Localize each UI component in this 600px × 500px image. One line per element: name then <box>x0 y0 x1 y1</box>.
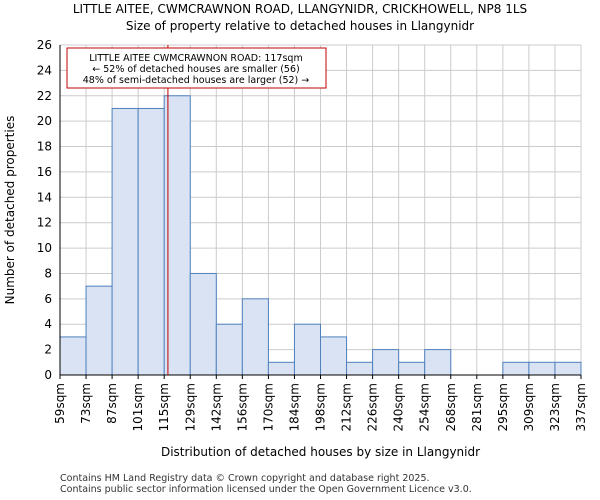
x-tick-label: 281sqm <box>470 383 484 431</box>
x-tick-label: 254sqm <box>418 383 432 431</box>
y-tick-label: 10 <box>37 241 52 255</box>
x-tick-label: 142sqm <box>209 383 223 431</box>
annotation-box <box>66 47 327 89</box>
histogram-bar <box>241 298 269 376</box>
histogram-bar <box>215 323 243 376</box>
annotation-layer: LITTLE AITEE CWMCRAWNON ROAD: 117sqm ← 5… <box>66 47 327 89</box>
histogram-bar <box>320 336 348 376</box>
chart-title: LITTLE AITEE, CWMCRAWNON ROAD, LLANGYNID… <box>72 2 528 16</box>
histogram-bar <box>293 323 322 376</box>
x-tick-label: 309sqm <box>522 383 536 431</box>
x-tick-label: 87sqm <box>105 383 119 424</box>
y-tick-label: 2 <box>44 343 52 357</box>
annotation-line-1: LITTLE AITEE CWMCRAWNON ROAD: 117sqm <box>89 53 302 64</box>
histogram-bar <box>528 361 556 376</box>
y-tick-label: 22 <box>37 89 52 103</box>
histogram-bar <box>424 349 452 376</box>
y-tick-label: 14 <box>37 190 52 204</box>
x-tick-label: 115sqm <box>157 383 171 431</box>
y-tick-label: 6 <box>44 292 52 306</box>
histogram-bar <box>137 107 165 376</box>
annotation-line-2: ← 52% of detached houses are smaller (56… <box>92 64 299 75</box>
x-tick-label: 295sqm <box>496 383 510 431</box>
x-tick-label: 101sqm <box>131 383 145 431</box>
histogram-bar <box>554 361 582 376</box>
histogram-bar <box>85 285 113 376</box>
footer-line-1: Contains HM Land Registry data © Crown c… <box>60 473 430 484</box>
y-tick-label: 8 <box>44 266 52 280</box>
footer-line-2: Contains public sector information licen… <box>60 484 472 495</box>
y-tick-label: 0 <box>44 368 52 382</box>
x-tick-label: 337sqm <box>574 383 588 431</box>
y-tick-label: 24 <box>37 63 52 77</box>
y-tick-label: 16 <box>37 165 52 179</box>
bars-layer <box>59 95 582 376</box>
histogram-bar <box>189 272 217 376</box>
histogram-bar <box>267 361 295 376</box>
histogram-bar <box>372 349 400 376</box>
y-axis-label: Number of detached properties <box>3 116 17 305</box>
y-tick-label: 26 <box>37 38 52 52</box>
histogram-bar <box>346 361 374 376</box>
histogram-bar <box>111 107 139 376</box>
y-tick-label: 18 <box>37 140 52 154</box>
chart-subtitle: Size of property relative to detached ho… <box>125 19 475 33</box>
x-tick-label: 170sqm <box>261 383 275 431</box>
x-tick-label: 212sqm <box>340 383 354 431</box>
y-tick-label: 20 <box>37 114 52 128</box>
x-tick-label: 59sqm <box>53 383 67 424</box>
histogram-bar <box>59 336 87 376</box>
histogram-bar <box>398 361 426 376</box>
x-tick-label: 73sqm <box>79 383 93 424</box>
x-tick-label: 323sqm <box>548 383 562 431</box>
x-tick-label: 226sqm <box>366 383 380 431</box>
x-tick-label: 268sqm <box>444 383 458 431</box>
y-tick-label: 12 <box>37 216 52 230</box>
x-axis-label: Distribution of detached houses by size … <box>161 445 480 459</box>
annotation-line-3: 48% of semi-detached houses are larger (… <box>83 75 310 86</box>
x-tick-label: 129sqm <box>183 383 197 431</box>
x-tick-label: 156sqm <box>235 383 249 431</box>
x-tick-label: 184sqm <box>287 383 301 431</box>
histogram-bar <box>502 361 530 376</box>
y-tick-label: 4 <box>44 317 52 331</box>
x-tick-label: 198sqm <box>314 383 328 431</box>
x-tick-label: 240sqm <box>392 383 406 431</box>
